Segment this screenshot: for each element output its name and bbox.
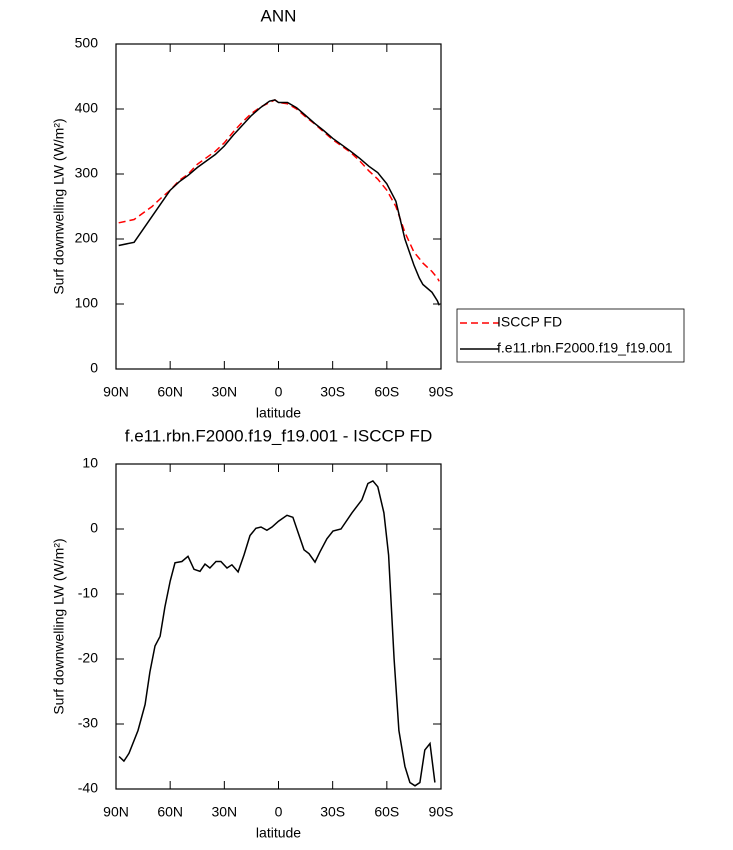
x-tick-label: 90N (103, 384, 129, 400)
y-tick-label: -40 (78, 780, 98, 796)
chart-title: f.e11.rbn.F2000.f19_f19.001 - ISCCP FD (125, 426, 432, 445)
chart-title: ANN (261, 6, 297, 25)
legend-label: ISCCP FD (497, 314, 562, 330)
data-line (118, 479, 436, 787)
y-tick-label: -20 (78, 650, 98, 666)
x-tick-label: 60S (374, 384, 399, 400)
y-axis-label: Surf downwelling LW (W/m²) (51, 538, 67, 714)
x-tick-label: 90N (103, 804, 129, 820)
x-tick-label: 30S (320, 804, 345, 820)
y-tick-label: -30 (78, 715, 98, 731)
x-tick-label: 30N (211, 804, 237, 820)
legend-label: f.e11.rbn.F2000.f19_f19.001 (497, 340, 673, 356)
x-tick-label: 0 (275, 804, 283, 820)
data-line (118, 99, 440, 282)
y-tick-label: 300 (75, 165, 99, 181)
x-tick-label: 30N (211, 384, 237, 400)
plot-frame (115, 43, 442, 370)
y-axis-label: Surf downwelling LW (W/m²) (51, 118, 67, 294)
y-tick-label: 0 (90, 360, 98, 376)
x-tick-label: 60S (374, 804, 399, 820)
y-tick-label: 200 (75, 230, 99, 246)
x-tick-label: 0 (275, 384, 283, 400)
y-tick-label: 0 (90, 520, 98, 536)
x-axis-label: latitude (256, 405, 301, 421)
x-tick-label: 90S (429, 384, 454, 400)
x-tick-label: 90S (429, 804, 454, 820)
x-tick-label: 30S (320, 384, 345, 400)
x-axis-label: latitude (256, 825, 301, 841)
x-tick-label: 60N (157, 384, 183, 400)
y-tick-label: 100 (75, 295, 99, 311)
y-tick-label: -10 (78, 585, 98, 601)
y-tick-label: 400 (75, 100, 99, 116)
y-tick-label: 500 (75, 35, 99, 51)
y-tick-label: 10 (82, 455, 98, 471)
x-tick-label: 60N (157, 804, 183, 820)
legend-box (456, 308, 685, 363)
data-line (118, 99, 440, 306)
